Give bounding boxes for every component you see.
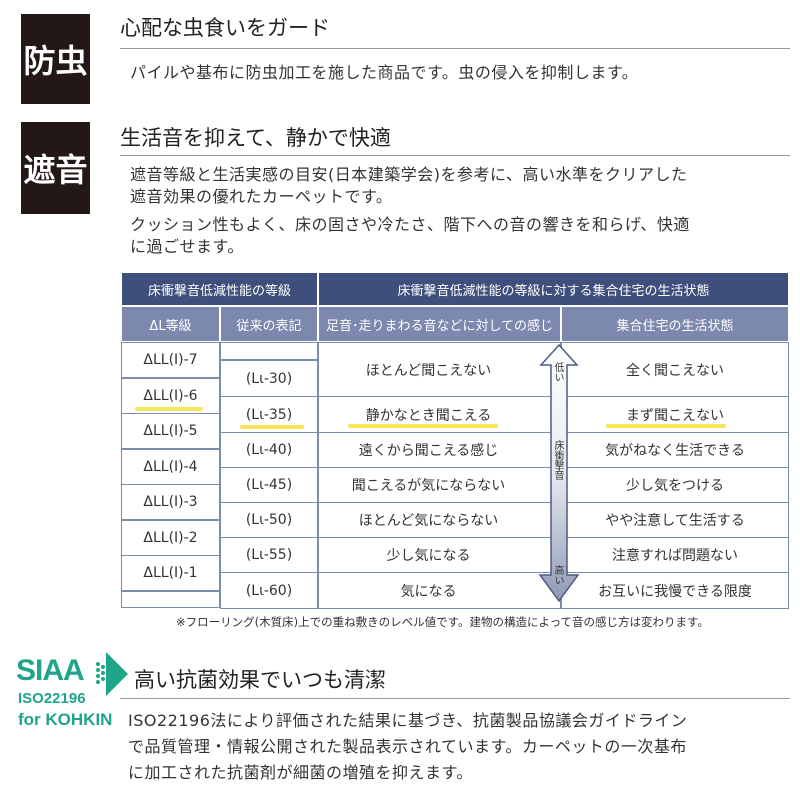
sound-body-4: に過ごせます。: [130, 237, 244, 256]
insect-title: 心配な虫食いをガード: [120, 16, 330, 40]
sound-body-1: 遮音等級と生活実感の目安(日本建築学会)を参考に、高い水準をクリアした: [130, 165, 688, 184]
sound-level-arrow-icon: [538, 343, 580, 603]
divider: [120, 698, 790, 699]
highlight-underline: [240, 425, 304, 429]
subheader-2: 足音･走りまわる音などに対しての感じ: [318, 306, 561, 342]
antibacterial-body-2: で品質管理・情報公開された製品表示されています。カーペットの一次基布: [128, 737, 687, 756]
living-cell: 注意すれば問題ない: [561, 537, 789, 573]
grade-cell: ΔLL(I)-5: [121, 413, 220, 449]
living-cell: 気がねなく生活できる: [561, 432, 789, 468]
legacy-cell: (Lι-45): [220, 467, 318, 503]
feeling-cell: 遠くから聞こえる感じ: [318, 432, 561, 468]
feeling-cell: 少し気になる: [318, 537, 561, 573]
living-cell: やや注意して生活する: [561, 502, 789, 538]
sound-body-2: 遮音効果の優れたカーペットです。: [130, 187, 393, 206]
legacy-cell: (Lι-60): [220, 572, 318, 609]
legacy-cell: (Lι-30): [220, 360, 318, 397]
siaa-kohkin: for KOHKIN: [18, 710, 113, 729]
living-cell: 全く聞こえない: [561, 342, 789, 397]
legacy-cell: (Lι-55): [220, 537, 318, 573]
grade-cell: ΔLL(I)-4: [121, 448, 220, 485]
feeling-cell: ほとんど気にならない: [318, 502, 561, 538]
subheader-0: ΔL等級: [121, 306, 220, 342]
table-note: ※フローリング(木質床)上での重ね敷きのレベル値です。建物の構造によって音の感じ…: [176, 615, 709, 629]
grade-cell: ΔLL(I)-3: [121, 484, 220, 520]
insect-body: パイルや基布に防虫加工を施した商品です。虫の侵入を抑制します。: [130, 63, 639, 82]
header-living-state: 床衝撃音低減性能の等級に対する集合住宅の生活状態: [318, 272, 789, 306]
legacy-cell: (Lι-50): [220, 502, 318, 538]
grade-cell: ΔLL(I)-7: [121, 342, 220, 378]
living-cell: 少し気をつける: [561, 467, 789, 503]
divider: [120, 48, 790, 49]
arrow-label-low: 低い: [552, 362, 563, 382]
antibacterial-title: 高い抗菌効果でいつも清潔: [134, 668, 386, 692]
arrow-label-impact: 床衝撃音: [552, 440, 563, 480]
header-rating: 床衝撃音低減性能の等級: [121, 272, 318, 306]
siaa-logo-text: SIAA: [16, 654, 85, 687]
siaa-logo: SIAA ISO22196 for KOHKIN: [16, 652, 128, 742]
grade-cell-empty: [121, 590, 220, 608]
arrow-label-high: 高い: [552, 565, 563, 585]
antibacterial-body-1: ISO22196法により評価された結果に基づき、抗菌製品協議会ガイドライン: [128, 711, 688, 730]
grade-cell: ΔLL(I)-2: [121, 519, 220, 556]
siaa-iso: ISO22196: [18, 690, 86, 707]
subheader-3: 集合住宅の生活状態: [561, 306, 789, 342]
feeling-cell: 聞こえるが気にならない: [318, 467, 561, 503]
antibacterial-body-3: に加工された抗菌剤が細菌の増殖を抑えます。: [128, 763, 473, 782]
highlight-underline: [348, 424, 498, 428]
sound-title: 生活音を抑えて、静かで快適: [120, 126, 391, 150]
sound-badge: 遮音: [21, 122, 90, 214]
grade-cell: ΔLL(I)-1: [121, 555, 220, 591]
living-cell: お互いに我慢できる限度: [561, 572, 789, 609]
legacy-cell: (Lι-40): [220, 432, 318, 468]
sound-body-3: クッション性もよく、床の固さや冷たさ、階下への音の響きを和らげ、快適: [130, 215, 690, 234]
legacy-cell-empty: [220, 342, 318, 360]
subheader-1: 従来の表記: [220, 306, 318, 342]
feeling-cell: 気になる: [318, 572, 561, 609]
highlight-underline: [606, 424, 726, 428]
insect-badge: 防虫: [21, 14, 90, 104]
divider: [120, 155, 790, 156]
feeling-cell: ほとんど聞こえない: [318, 342, 561, 397]
siaa-mark-icon: [96, 652, 128, 696]
highlight-underline: [135, 407, 203, 411]
